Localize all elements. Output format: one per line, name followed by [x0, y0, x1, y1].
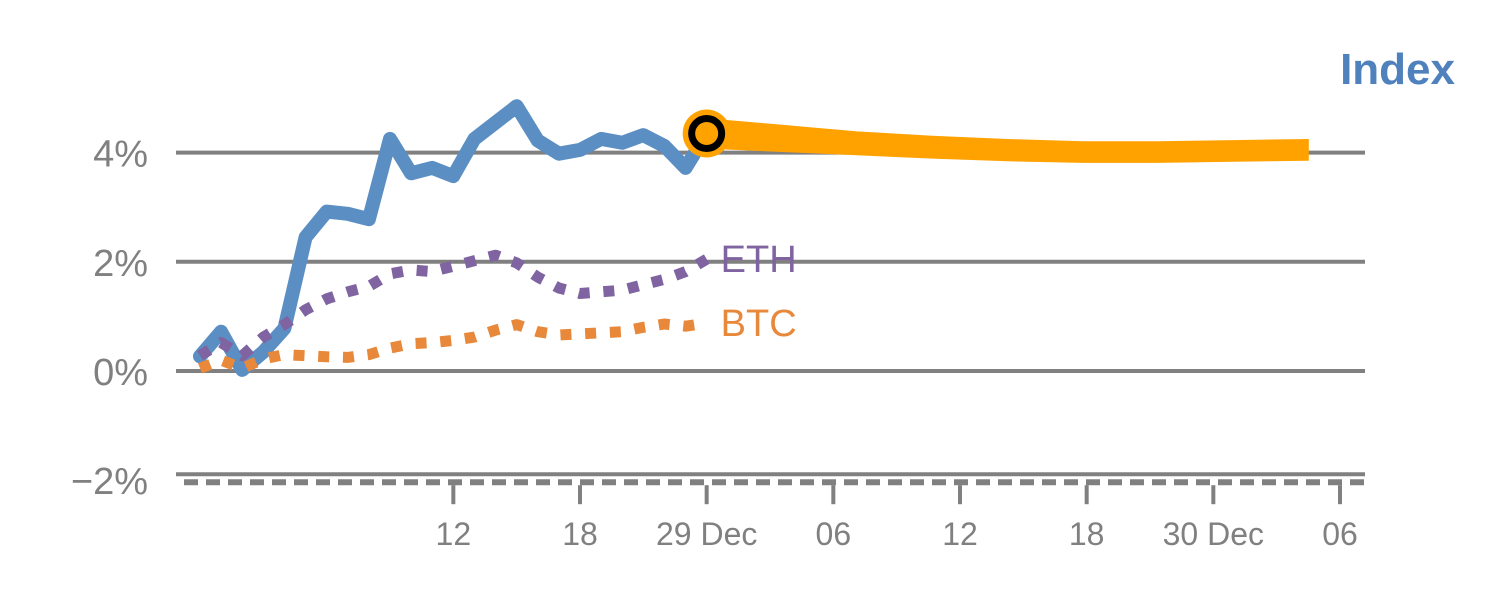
series-line-index [193, 99, 714, 377]
data-series [193, 99, 714, 377]
x-tick-label: 18 [1069, 516, 1105, 552]
x-tick-label: 30 Dec [1163, 516, 1264, 552]
x-tick-label: 29 Dec [656, 516, 757, 552]
y-tick-label: 4% [93, 134, 148, 176]
y-tick-label: 0% [93, 352, 148, 394]
forecast-anchor-marker[interactable] [682, 109, 731, 158]
series-line-eth [197, 249, 710, 362]
x-tick-label: 06 [816, 516, 852, 552]
series-label-btc: BTC [721, 303, 797, 345]
series-inline-labels: ETH BTC [721, 239, 797, 345]
x-axis-tick-labels: 12 18 29 Dec 06 12 18 30 Dec 06 [436, 516, 1358, 552]
x-axis [176, 472, 1365, 505]
x-tick-label: 18 [562, 516, 598, 552]
y-tick-label: −2% [71, 461, 148, 503]
y-axis-tick-labels: −2% 0% 2% 4% [71, 134, 148, 504]
x-tick-label: 12 [942, 516, 978, 552]
forecast-cone [706, 118, 1309, 163]
marker-ring[interactable] [688, 114, 726, 152]
x-tick-label: 12 [436, 516, 472, 552]
x-tick-label: 06 [1322, 516, 1358, 552]
forecast-band [706, 118, 1309, 163]
series-label-eth: ETH [721, 239, 797, 281]
y-tick-label: 2% [93, 243, 148, 285]
chart-title: Index [1340, 45, 1455, 94]
